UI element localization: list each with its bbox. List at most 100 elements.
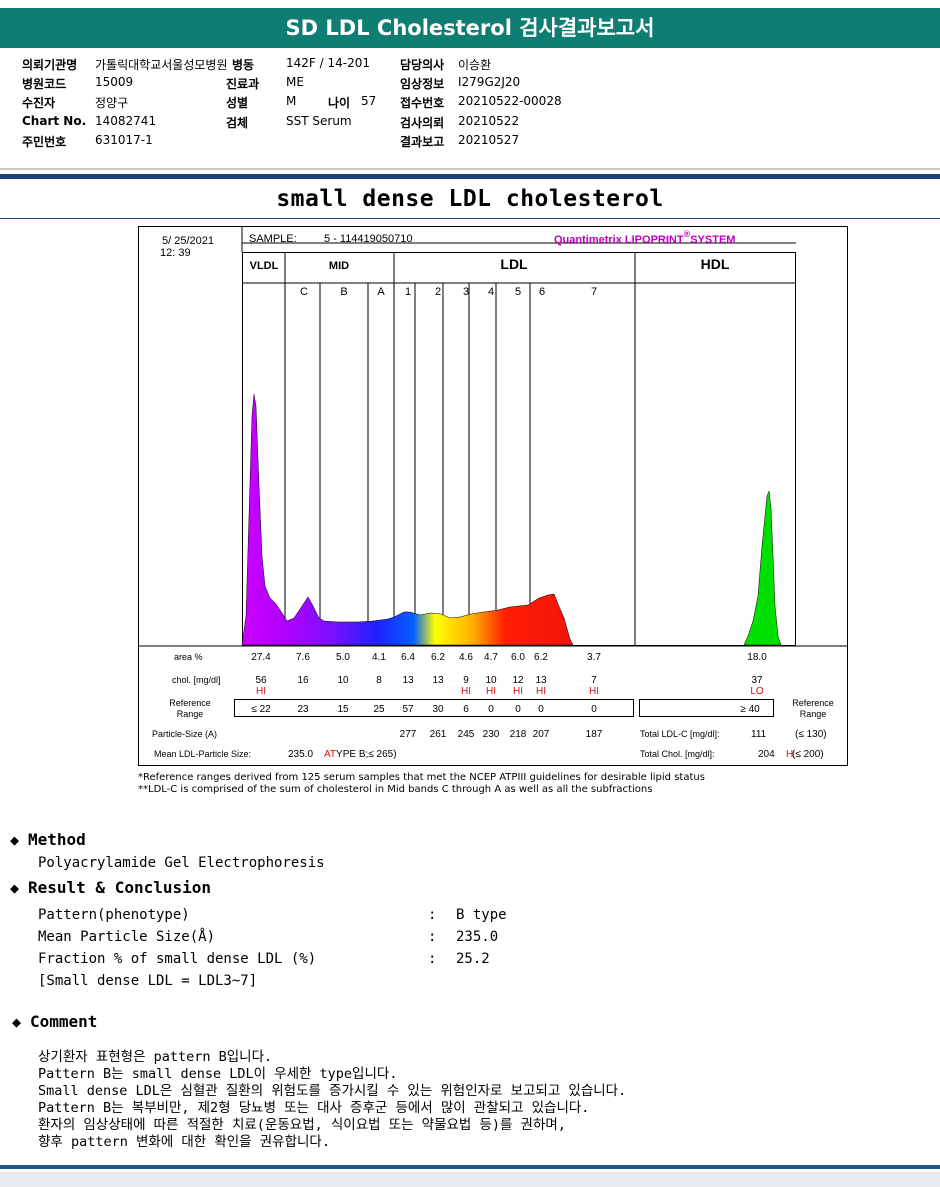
- comment-line: 상기환자 표현형은 pattern B입니다.: [38, 1049, 273, 1065]
- ref-value: 23: [297, 704, 309, 715]
- ref-label: Range: [800, 709, 827, 719]
- divider: [0, 174, 940, 179]
- ref-label: Range: [177, 709, 204, 719]
- colon: :: [428, 951, 437, 967]
- band-label: 6: [539, 286, 545, 298]
- age-value: 57: [361, 94, 377, 108]
- total-ldl-ref: (≤ 130): [795, 729, 827, 740]
- institution-value: 가톨릭대학교서울성모병원: [95, 58, 228, 72]
- request-value: 20210522: [458, 114, 520, 128]
- band-dividers: [242, 252, 796, 646]
- total-chol-value: 204: [758, 749, 775, 760]
- chol-value: 12: [512, 675, 524, 686]
- result-value: 25.2: [456, 951, 490, 967]
- area-value: 18.0: [747, 652, 767, 663]
- comment-line: 환자의 임상상태에 따른 적절한 치료(운동요법, 식이요법 또는 약물요법 등…: [38, 1117, 566, 1133]
- ref-value: 0: [488, 704, 494, 715]
- ref-value: ≤ 22: [251, 704, 271, 715]
- chol-value: 13: [402, 675, 414, 686]
- patient-name-label: 수진자: [22, 96, 56, 110]
- total-ldl-value: 111: [751, 729, 767, 740]
- specimen-value: SST Serum: [286, 114, 352, 128]
- specimen-label: 검체: [226, 116, 249, 130]
- result-value: 235.0: [456, 929, 499, 945]
- id-value: 631017-1: [95, 133, 153, 147]
- band-label: 1: [405, 286, 411, 298]
- band-label: 7: [591, 286, 597, 298]
- hospital-code-value: 15009: [95, 75, 134, 89]
- particle-size-value: 230: [483, 729, 500, 740]
- sex-value: M: [286, 94, 297, 108]
- date-label: 5/ 25/2021: [162, 235, 214, 247]
- report-date-label: 결과보고: [400, 135, 445, 149]
- patient-name-value: 정양구: [95, 96, 129, 110]
- report-title: SD LDL Cholesterol 검사결과보고서: [0, 8, 940, 48]
- flag-label: HI: [256, 686, 266, 697]
- footer-bar: [0, 1172, 940, 1187]
- dept-value: ME: [286, 75, 304, 89]
- chol-value: 10: [485, 675, 497, 686]
- result-label: Mean Particle Size(Å): [38, 929, 216, 945]
- flag-label: HI: [536, 686, 546, 697]
- flag-label: HI: [486, 686, 496, 697]
- chol-value: 10: [337, 675, 349, 686]
- total-chol-ref: (≤ 200): [792, 749, 824, 760]
- chart-no-label: Chart No.: [22, 114, 87, 128]
- lipoprint-chart: 5/ 25/2021 12: 39 SAMPLE: 5 - 1144190507…: [138, 226, 848, 766]
- method-text: Polyacrylamide Gel Electrophoresis: [38, 855, 325, 871]
- ref-value: ≥ 40: [740, 704, 760, 715]
- result-value: B type: [456, 907, 507, 923]
- comment-line: Pattern B는 small dense LDL이 우세한 type입니다.: [38, 1066, 398, 1082]
- total-chol-flag: H: [786, 749, 793, 760]
- area-value: 3.7: [587, 652, 601, 663]
- age-label: 나이: [328, 96, 351, 110]
- area-value: 4.7: [484, 652, 498, 663]
- area-value: 7.6: [296, 652, 310, 663]
- diamond-icon: ◆: [10, 831, 20, 849]
- band-label: 3: [463, 286, 469, 298]
- clinical-value: I279G2J20: [458, 75, 521, 89]
- result-table: area % chol. [mg/dl] 27.4 7.6 5.0 4.1 6.4 6.2 4.…: [138, 645, 848, 760]
- section-title: small dense LDL cholesterol: [276, 186, 664, 212]
- ref-value: 57: [402, 704, 414, 715]
- group-label: LDL: [500, 256, 528, 272]
- flag-label: LO: [750, 686, 764, 697]
- band-label: 5: [515, 286, 521, 298]
- patient-info: 의뢰기관명 가톨릭대학교서울성모병원 병동 142F / 14-201 담당의사…: [22, 56, 922, 156]
- area-value: 4.6: [459, 652, 473, 663]
- area-value: 6.2: [431, 652, 445, 663]
- mean-size-value: 235.0: [288, 749, 313, 760]
- chol-value: 9: [463, 675, 469, 686]
- footnotes: *Reference ranges derived from 125 serum…: [138, 772, 705, 796]
- group-label: VLDL: [250, 260, 279, 272]
- sex-label: 성별: [226, 96, 249, 110]
- flag-label: HI: [513, 686, 523, 697]
- chol-label: chol. [mg/dl]: [172, 675, 221, 685]
- particle-size-value: 245: [458, 729, 475, 740]
- band-labels: VLDL MID LDL HDL C B A 1 2 3 4 5 6 7: [250, 256, 730, 298]
- clinical-label: 임상정보: [400, 77, 445, 91]
- ref-value: 30: [432, 704, 444, 715]
- total-ldl-label: Total LDL-C [mg/dl]:: [640, 729, 720, 739]
- group-label: MID: [329, 260, 349, 272]
- request-label: 검사의뢰: [400, 116, 445, 130]
- band-label: 2: [435, 286, 441, 298]
- colon: :: [428, 907, 437, 923]
- chol-value: 56: [255, 675, 267, 686]
- diamond-icon: ◆: [10, 879, 20, 897]
- comment-line: Pattern B는 복부비만, 제2형 당뇨병 또는 대사 증후군 등에서 많…: [38, 1100, 590, 1116]
- chol-value: 7: [591, 675, 597, 686]
- comment-line: Small dense LDL은 심혈관 질환의 위험도를 증가시킬 수 있는 …: [38, 1083, 627, 1099]
- area-value: 5.0: [336, 652, 350, 663]
- ref-value: 15: [337, 704, 349, 715]
- divider: [0, 218, 940, 219]
- pattern-type: ATYPE B;≤ 265): [324, 749, 397, 760]
- particle-size-value: 207: [533, 729, 550, 740]
- hdl-peak-curve: [743, 490, 782, 646]
- reception-value: 20210522-00028: [458, 94, 562, 108]
- chol-value: 8: [376, 675, 382, 686]
- chol-value: 16: [297, 675, 309, 686]
- area-value: 4.1: [372, 652, 386, 663]
- particle-size-value: 277: [400, 729, 417, 740]
- total-chol-label: Total Chol. [mg/dl]:: [640, 749, 715, 759]
